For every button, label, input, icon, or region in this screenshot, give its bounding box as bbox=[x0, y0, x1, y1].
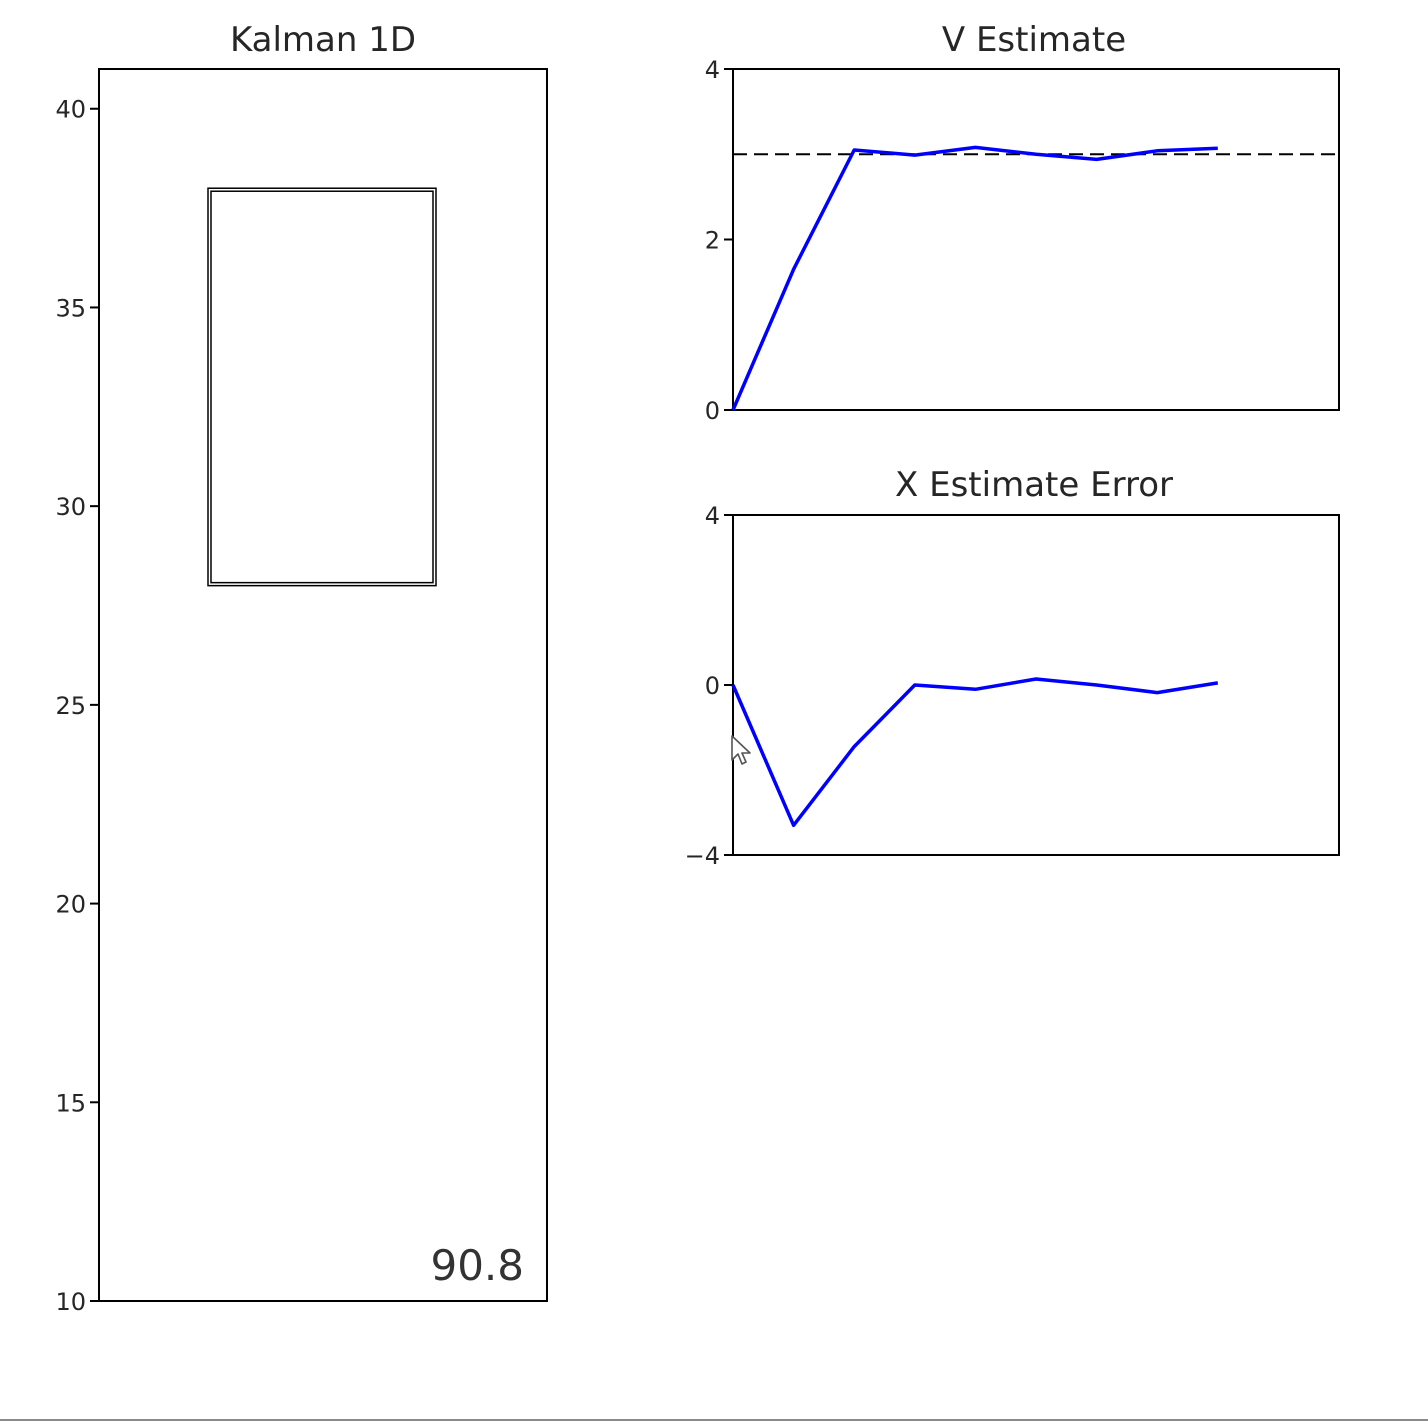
x-error-series-line bbox=[731, 677, 1219, 828]
x-error-y-tick-label: −4 bbox=[685, 842, 720, 870]
kalman-y-tick-label: 20 bbox=[55, 891, 86, 919]
v-estimate-title: V Estimate bbox=[942, 20, 1126, 60]
v-estimate-plot-frame bbox=[732, 68, 1340, 411]
kalman-y-tick-label: 35 bbox=[55, 294, 86, 322]
kalman-plot-frame bbox=[98, 68, 548, 1302]
kalman-y-tick-label: 25 bbox=[55, 692, 86, 720]
x-error-title: X Estimate Error bbox=[895, 465, 1173, 505]
x-error-y-ticks: −4 0 4 bbox=[685, 502, 733, 870]
kalman-y-tick-label: 40 bbox=[55, 96, 86, 124]
mouse-cursor-icon bbox=[731, 735, 751, 765]
v-estimate-series-line bbox=[731, 145, 1218, 411]
v-estimate-y-tick-label: 0 bbox=[705, 397, 720, 425]
kalman-title: Kalman 1D bbox=[230, 20, 416, 60]
v-estimate-series bbox=[731, 145, 1218, 411]
kalman-value-text: 90.8 bbox=[430, 1241, 524, 1290]
kalman-panel: Kalman 1D 10 15 20 25 30 35 40 90.8 bbox=[55, 20, 548, 1316]
x-error-y-tick-label: 0 bbox=[705, 672, 720, 700]
kalman-y-tick-label: 15 bbox=[55, 1089, 86, 1117]
v-estimate-y-ticks: 0 2 4 bbox=[705, 56, 733, 425]
kalman-y-tick-label: 10 bbox=[55, 1288, 86, 1316]
estimate-box-inner bbox=[210, 190, 434, 584]
x-error-y-tick-label: 4 bbox=[705, 502, 720, 530]
estimate-box-outer bbox=[207, 187, 437, 587]
v-estimate-y-tick-label: 4 bbox=[705, 56, 720, 84]
kalman-y-tick-label: 30 bbox=[55, 493, 86, 521]
x-error-plot-frame bbox=[732, 514, 1340, 856]
v-estimate-panel: V Estimate 0 2 4 bbox=[705, 20, 1340, 425]
x-error-panel: X Estimate Error −4 0 4 bbox=[685, 465, 1340, 870]
kalman-y-ticks: 10 15 20 25 30 35 40 bbox=[55, 96, 99, 1316]
window-bottom-border bbox=[0, 1419, 1428, 1421]
v-estimate-y-tick-label: 2 bbox=[705, 227, 720, 255]
x-error-series bbox=[731, 677, 1219, 828]
